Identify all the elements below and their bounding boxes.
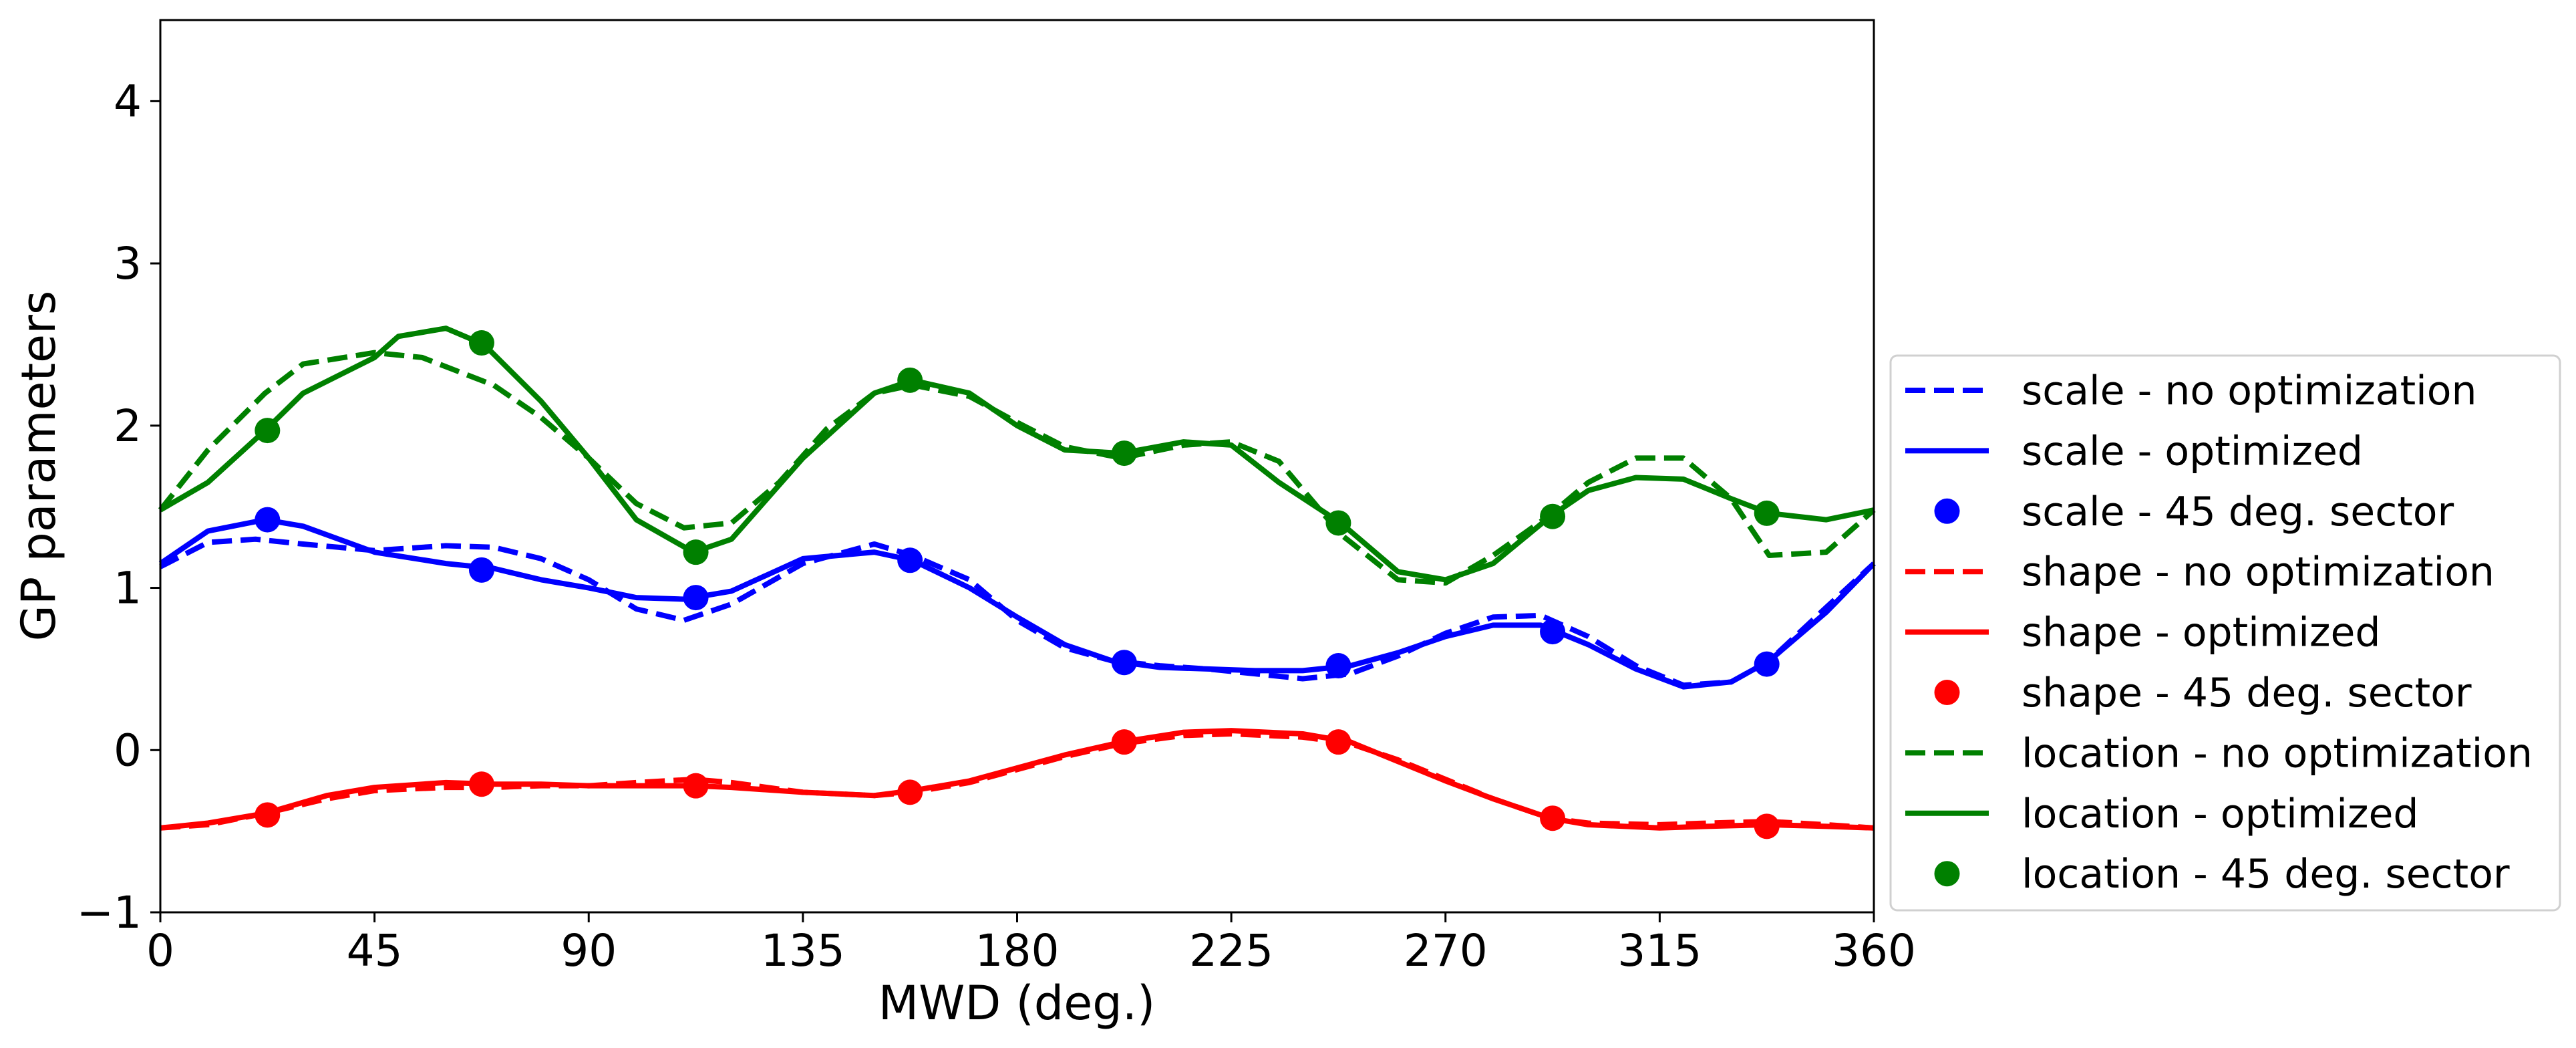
marker-8-6: [1540, 503, 1566, 529]
marker-5-2: [683, 773, 709, 799]
marker-2-3: [897, 547, 923, 573]
legend-label-3: shape - no optimization: [2022, 549, 2494, 596]
marker-8-4: [1111, 440, 1137, 467]
marker-2-7: [1754, 651, 1780, 677]
x-tick-label-2: 90: [560, 925, 617, 976]
marker-5-4: [1111, 729, 1137, 755]
marker-8-7: [1754, 500, 1780, 526]
legend-handle-2: [1934, 498, 1960, 524]
marker-8-2: [683, 539, 709, 565]
legend-label-8: location - 45 deg. sector: [2022, 851, 2510, 898]
legend-label-7: location - optimized: [2022, 791, 2418, 837]
x-tick-label-5: 225: [1189, 925, 1273, 976]
legend: scale - no optimization scale - optimized…: [1889, 354, 2561, 912]
y-tick-label-0: −1: [77, 887, 142, 938]
marker-5-0: [255, 802, 281, 828]
x-axis-label: MWD (deg.): [878, 976, 1156, 1031]
marker-5-6: [1540, 805, 1566, 831]
y-axis-label: GP parameters: [11, 291, 66, 642]
marker-5-3: [897, 779, 923, 805]
y-tick-label-3: 2: [114, 400, 142, 452]
x-tick-label-4: 180: [975, 925, 1060, 976]
legend-label-6: location - no optimization: [2022, 730, 2533, 777]
marker-5-1: [468, 771, 494, 797]
marker-2-5: [1325, 653, 1351, 679]
x-tick-label-1: 45: [347, 925, 403, 976]
legend-label-4: shape - optimized: [2022, 610, 2380, 656]
legend-label-2: scale - 45 deg. sector: [2022, 489, 2454, 535]
x-tick-label-3: 135: [761, 925, 845, 976]
marker-2-2: [683, 585, 709, 611]
x-tick-label-8: 360: [1832, 925, 1916, 976]
x-tick-label-7: 315: [1617, 925, 1702, 976]
marker-2-4: [1111, 650, 1137, 676]
y-tick-label-2: 1: [114, 563, 142, 614]
marker-5-7: [1754, 813, 1780, 839]
marker-8-3: [897, 367, 923, 393]
legend-label-0: scale - no optimization: [2022, 368, 2477, 414]
series-line-7: [158, 325, 1875, 583]
series-line-4: [160, 728, 1875, 831]
marker-8-5: [1325, 510, 1351, 536]
x-tick-label-0: 0: [146, 925, 174, 976]
marker-2-6: [1540, 619, 1566, 645]
y-tick-label-5: 4: [114, 76, 142, 127]
legend-label-1: scale - optimized: [2022, 428, 2363, 475]
legend-frame: [1889, 354, 2561, 912]
y-tick-label-1: 0: [114, 725, 142, 776]
series-layer: [158, 325, 1876, 839]
marker-8-1: [468, 330, 494, 356]
series-line-0: [159, 536, 1876, 688]
series-line-6: [158, 350, 1876, 586]
marker-8-0: [255, 418, 281, 444]
y-tick-label-4: 3: [114, 238, 142, 289]
legend-label-5: shape - 45 deg. sector: [2022, 670, 2472, 716]
marker-2-1: [468, 557, 494, 583]
x-tick-label-6: 270: [1404, 925, 1488, 976]
marker-2-0: [255, 507, 281, 533]
legend-handle-8: [1934, 861, 1960, 887]
legend-handle-5: [1934, 680, 1960, 705]
marker-5-5: [1325, 729, 1351, 755]
